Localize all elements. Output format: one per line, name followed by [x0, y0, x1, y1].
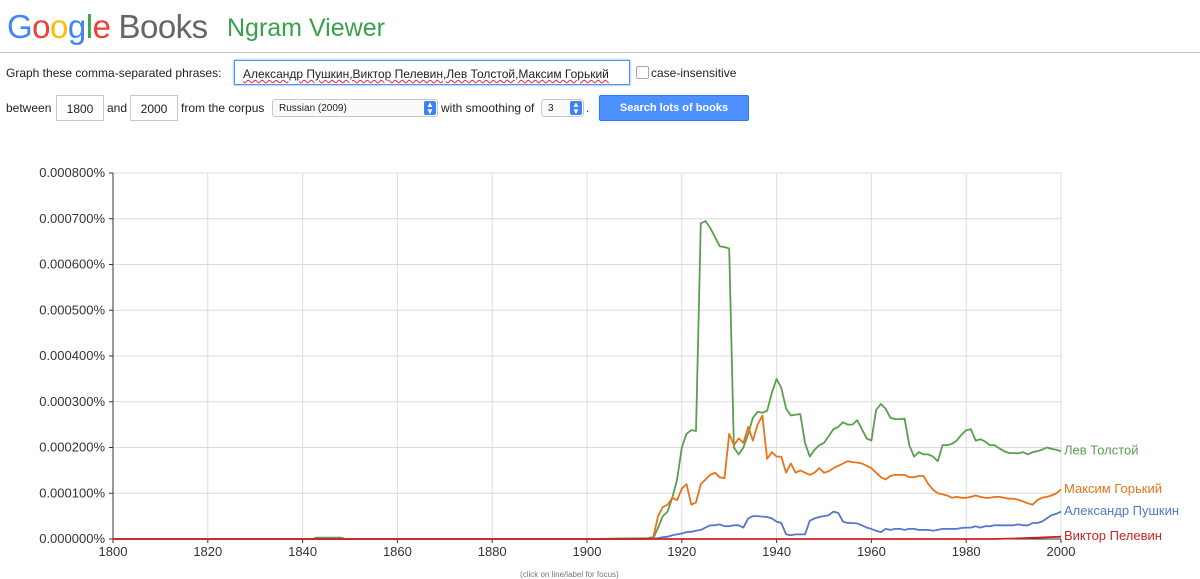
x-tick-label: 1880 [478, 544, 507, 559]
x-tick-label: 1920 [667, 544, 696, 559]
x-tick-label: 1960 [857, 544, 886, 559]
series-line[interactable] [113, 535, 1062, 540]
smoothing-label: with smoothing of [441, 101, 535, 115]
y-tick-label: 0.000000% [39, 531, 105, 546]
series-line[interactable] [113, 220, 1062, 540]
case-insensitive-checkbox[interactable] [636, 66, 649, 79]
y-tick-label: 0.000100% [39, 485, 105, 500]
y-tick-label: 0.000700% [39, 211, 105, 226]
phrases-label: Graph these comma-separated phrases: [6, 66, 222, 80]
phrases-input-value: Александр Пушкин,Виктор Пелевин,Лев Толс… [243, 67, 609, 81]
between-label: between [6, 101, 52, 115]
logo-books-text: Books [118, 8, 208, 45]
smoothing-period: . [586, 101, 590, 115]
chevron-up-down-icon: ▲ ▼ [570, 101, 582, 116]
x-tick-label: 2000 [1047, 544, 1076, 559]
chevron-up-down-icon: ▲ ▼ [424, 101, 436, 116]
ngram-chart: 1800 1820 1840 1860 1880 1900 1920 1940 1960 1980… [0, 150, 1200, 577]
smoothing-select-value: 3 [548, 103, 554, 114]
page-title: Ngram Viewer [227, 14, 385, 42]
x-tick-label: 1840 [288, 544, 317, 559]
x-tick-label: 1800 [99, 544, 128, 559]
y-tick-label: 0.000300% [39, 394, 105, 409]
y-tick-label: 0.000600% [39, 257, 105, 272]
google-books-logo[interactable]: Google Books [7, 8, 208, 45]
series-line[interactable] [113, 510, 1062, 540]
y-tick-label: 0.000400% [39, 348, 105, 363]
year-end-input[interactable]: 2000 [130, 95, 178, 121]
x-tick-label: 1820 [193, 544, 222, 559]
y-tick-label: 0.000200% [39, 440, 105, 455]
corpus-select-value: Russian (2009) [279, 103, 347, 114]
phrases-input[interactable]: Александр Пушкин,Виктор Пелевин,Лев Толс… [234, 60, 630, 85]
series-label[interactable]: Лев Толстой [1064, 442, 1139, 457]
y-tick-label: 0.000500% [39, 302, 105, 317]
ngram-chart-svg: 1800 1820 1840 1860 1880 1900 1920 1940 1960 1980… [39, 165, 1179, 559]
series-label[interactable]: Александр Пушкин [1064, 503, 1179, 518]
x-tick-label: 1900 [573, 544, 602, 559]
series-line[interactable] [113, 414, 1062, 540]
corpus-select[interactable]: Russian (2009) ▲ ▼ [272, 99, 438, 117]
year-start-input[interactable]: 1800 [56, 95, 104, 121]
x-tick-label: 1860 [383, 544, 412, 559]
case-insensitive-label: case-insensitive [651, 66, 737, 80]
app-header: Google Books Ngram Viewer [0, 0, 1200, 53]
y-tick-label: 0.000800% [39, 165, 105, 180]
x-tick-label: 1980 [952, 544, 981, 559]
corpus-label: from the corpus [181, 101, 265, 115]
smoothing-select[interactable]: 3 ▲ ▼ [541, 99, 584, 117]
search-button[interactable]: Search lots of books [599, 95, 749, 121]
chart-hint: (click on line/label for focus) [520, 570, 619, 579]
and-label: and [107, 101, 128, 115]
series-label[interactable]: Максим Горький [1064, 481, 1162, 496]
phrases-row: Graph these comma-separated phrases: Але… [6, 60, 1196, 86]
series-label[interactable]: Виктор Пелевин [1064, 528, 1162, 543]
options-row: between 1800 and 2000 from the corpus Ru… [6, 95, 1196, 121]
x-tick-label: 1940 [762, 544, 791, 559]
